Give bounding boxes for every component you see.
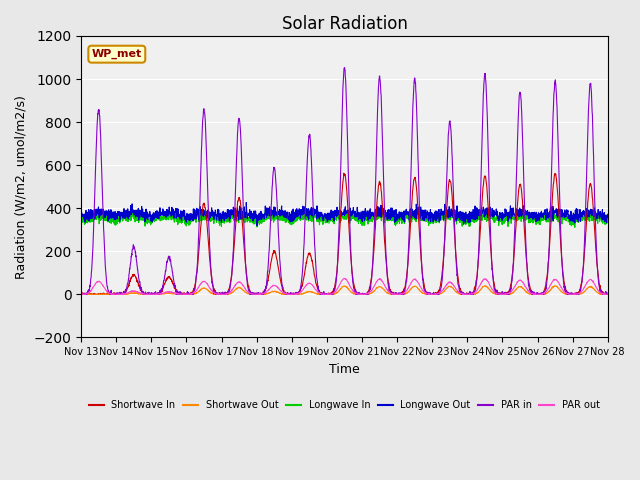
Line: PAR in: PAR in bbox=[81, 68, 608, 294]
Line: Longwave Out: Longwave Out bbox=[81, 201, 608, 226]
Shortwave Out bbox=[604, 291, 612, 297]
PAR in bbox=[371, 189, 379, 195]
PAR out bbox=[371, 282, 379, 288]
PAR in bbox=[77, 291, 85, 297]
X-axis label: Time: Time bbox=[329, 363, 360, 376]
PAR in bbox=[498, 291, 506, 297]
Longwave Out bbox=[77, 214, 85, 220]
Longwave In bbox=[77, 218, 85, 224]
PAR in bbox=[572, 291, 580, 297]
Shortwave Out bbox=[572, 291, 580, 297]
Shortwave Out bbox=[360, 291, 367, 297]
Y-axis label: Radiation (W/m2, umol/m2/s): Radiation (W/m2, umol/m2/s) bbox=[15, 95, 28, 278]
Longwave In bbox=[497, 217, 505, 223]
PAR in bbox=[77, 290, 85, 296]
PAR in bbox=[340, 65, 348, 71]
Shortwave Out bbox=[371, 288, 379, 293]
Shortwave Out bbox=[497, 291, 505, 297]
Longwave Out bbox=[224, 208, 232, 214]
Longwave Out bbox=[604, 213, 612, 218]
Longwave Out bbox=[558, 210, 566, 216]
Longwave Out bbox=[371, 209, 379, 215]
Shortwave Out bbox=[482, 283, 490, 288]
PAR out bbox=[604, 291, 612, 297]
Longwave Out bbox=[449, 198, 457, 204]
Shortwave Out bbox=[224, 291, 232, 297]
Shortwave Out bbox=[77, 291, 85, 297]
Shortwave In bbox=[572, 291, 580, 297]
PAR out bbox=[557, 284, 565, 290]
PAR in bbox=[360, 291, 368, 297]
Longwave Out bbox=[360, 211, 367, 216]
Longwave In bbox=[360, 215, 367, 220]
Longwave In bbox=[128, 204, 136, 210]
Line: Longwave In: Longwave In bbox=[81, 207, 608, 228]
PAR out bbox=[360, 291, 367, 297]
Shortwave In bbox=[604, 291, 612, 297]
Title: Solar Radiation: Solar Radiation bbox=[282, 15, 408, 33]
Line: PAR out: PAR out bbox=[81, 278, 608, 294]
PAR out bbox=[497, 291, 505, 297]
PAR in bbox=[604, 291, 612, 297]
PAR in bbox=[225, 290, 232, 296]
Line: Shortwave In: Shortwave In bbox=[81, 173, 608, 294]
Longwave Out bbox=[498, 216, 506, 221]
PAR out bbox=[224, 290, 232, 296]
Longwave In bbox=[557, 210, 565, 216]
Longwave In bbox=[225, 214, 232, 219]
PAR out bbox=[340, 276, 348, 281]
PAR in bbox=[558, 254, 566, 260]
Longwave In bbox=[571, 225, 579, 230]
Legend: Shortwave In, Shortwave Out, Longwave In, Longwave Out, PAR in, PAR out: Shortwave In, Shortwave Out, Longwave In… bbox=[85, 396, 604, 414]
Shortwave In bbox=[225, 288, 232, 294]
Shortwave In bbox=[340, 170, 348, 176]
Longwave In bbox=[371, 212, 379, 218]
Line: Shortwave Out: Shortwave Out bbox=[81, 286, 608, 294]
Shortwave In bbox=[77, 291, 85, 297]
Shortwave Out bbox=[557, 288, 565, 294]
Longwave In bbox=[572, 215, 580, 220]
PAR out bbox=[572, 291, 580, 297]
Shortwave In bbox=[77, 291, 85, 297]
Longwave Out bbox=[253, 223, 261, 228]
Shortwave In bbox=[360, 291, 368, 297]
Shortwave In bbox=[371, 226, 379, 231]
PAR out bbox=[77, 291, 85, 297]
Longwave Out bbox=[572, 206, 580, 212]
Longwave In bbox=[604, 217, 612, 223]
Shortwave In bbox=[558, 254, 566, 260]
Text: WP_met: WP_met bbox=[92, 49, 142, 60]
Shortwave In bbox=[498, 291, 506, 297]
